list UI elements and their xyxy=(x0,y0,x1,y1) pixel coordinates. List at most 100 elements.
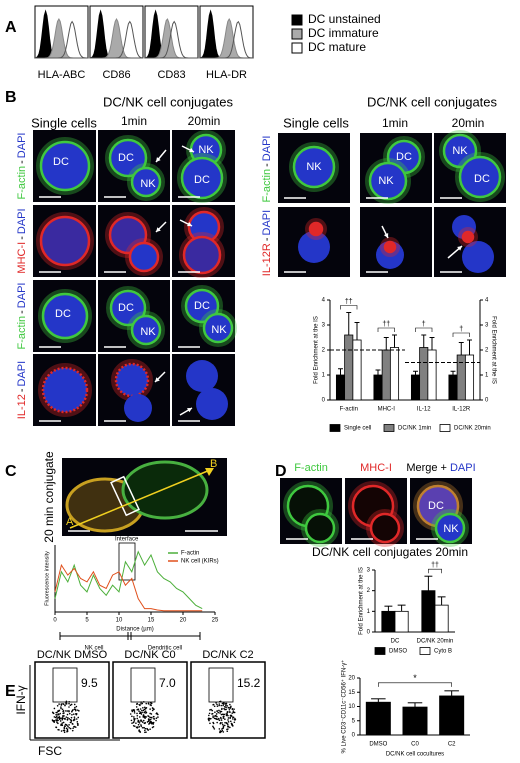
bar xyxy=(389,347,400,401)
flow-event xyxy=(228,708,231,711)
flow-event xyxy=(144,712,147,714)
flow-event xyxy=(57,728,59,731)
flow-event xyxy=(61,718,64,721)
profile-arrow xyxy=(205,468,214,476)
flow-event xyxy=(155,717,158,720)
cell-glow xyxy=(301,509,339,547)
flow-event xyxy=(73,716,76,718)
cell-glow xyxy=(105,212,151,258)
flow-event xyxy=(222,717,225,719)
y-axis-label: IFN-γ xyxy=(14,685,28,714)
flow-event xyxy=(55,719,57,721)
flow-event xyxy=(72,727,74,730)
legend-swatch xyxy=(291,28,303,40)
x-axis-label: FSC xyxy=(38,744,62,758)
flow-event xyxy=(68,712,71,715)
histogram-peak xyxy=(200,20,254,59)
cell-glow xyxy=(38,289,92,343)
flow-event xyxy=(76,722,79,725)
flow-event xyxy=(222,731,225,733)
cell-glow xyxy=(127,163,165,201)
flow-event xyxy=(71,729,74,732)
cell-label: NK xyxy=(140,178,156,190)
row-label-part: DAPI xyxy=(261,210,273,236)
cell-glow xyxy=(127,311,165,349)
x-tick-label: 20 xyxy=(180,618,187,624)
flow-event xyxy=(61,717,64,720)
flow-event xyxy=(61,722,64,724)
significance-label: † xyxy=(422,321,426,328)
x-tick-label: C0 xyxy=(411,742,419,748)
flow-event xyxy=(223,715,225,718)
flow-event xyxy=(210,708,212,711)
flow-event xyxy=(137,708,139,711)
flow-event xyxy=(216,721,218,724)
flow-event xyxy=(219,730,222,732)
gate xyxy=(52,667,78,703)
flow-event xyxy=(59,720,62,722)
flow-event xyxy=(138,710,140,712)
flow-event xyxy=(216,715,218,718)
flow-event xyxy=(210,717,212,720)
flow-event xyxy=(54,716,57,719)
flow-event xyxy=(153,718,156,720)
flow-event xyxy=(76,709,79,711)
cell-label: NK xyxy=(198,144,214,156)
cell xyxy=(130,314,162,346)
bar xyxy=(352,339,362,401)
flow-event xyxy=(218,703,221,705)
cell-glow xyxy=(36,212,94,270)
cell xyxy=(458,155,502,199)
flow-event xyxy=(148,722,151,724)
cell xyxy=(184,288,220,324)
legend-label: NK cell (KIRs) xyxy=(181,559,219,565)
flow-event xyxy=(225,704,227,707)
histogram-peak xyxy=(145,20,198,59)
flow-event xyxy=(74,726,77,728)
flow-event xyxy=(221,722,223,724)
flow-event xyxy=(139,711,142,713)
cell-label: DC xyxy=(55,308,71,320)
flow-event xyxy=(151,726,154,729)
flow-event xyxy=(75,718,78,720)
row-label-part: IL-12R xyxy=(261,243,273,276)
flow-event xyxy=(212,703,215,706)
legend-label: DMSO xyxy=(389,649,407,655)
significance-label: * xyxy=(413,673,417,683)
flow-event xyxy=(65,716,68,718)
flow-event xyxy=(223,724,226,727)
flow-event xyxy=(229,720,232,723)
flow-event xyxy=(131,722,133,724)
flow-event xyxy=(149,728,151,731)
flow-event xyxy=(212,725,214,728)
legend-label: DC/NK 20min xyxy=(454,426,491,432)
gate-percent: 7.0 xyxy=(159,676,176,690)
flow-event xyxy=(51,711,54,714)
flow-event xyxy=(212,716,214,719)
cell xyxy=(292,145,336,189)
cell xyxy=(298,231,330,263)
flow-event xyxy=(62,703,65,706)
schematic-label: NK cell xyxy=(84,646,103,652)
flow-event xyxy=(74,706,76,709)
cell-label: DC xyxy=(474,173,490,185)
flow-event xyxy=(227,728,229,730)
flow-event xyxy=(233,711,236,714)
flow-event xyxy=(136,703,138,706)
flow-event xyxy=(211,713,213,715)
flow-event xyxy=(63,727,66,730)
flow-event xyxy=(147,720,150,723)
flow-event xyxy=(77,724,79,727)
column-header-part: MHC-I xyxy=(360,462,392,474)
flow-event xyxy=(135,722,137,724)
cell-label: DC xyxy=(194,300,210,312)
row-label-part: - xyxy=(16,236,28,240)
data-line xyxy=(54,550,203,610)
flow-event xyxy=(145,731,147,733)
y-tick-label: 2 xyxy=(367,588,371,594)
legend-swatch xyxy=(329,424,341,432)
flow-event xyxy=(155,719,157,722)
flow-event xyxy=(144,707,147,710)
bar xyxy=(427,349,437,401)
cell xyxy=(182,235,222,275)
